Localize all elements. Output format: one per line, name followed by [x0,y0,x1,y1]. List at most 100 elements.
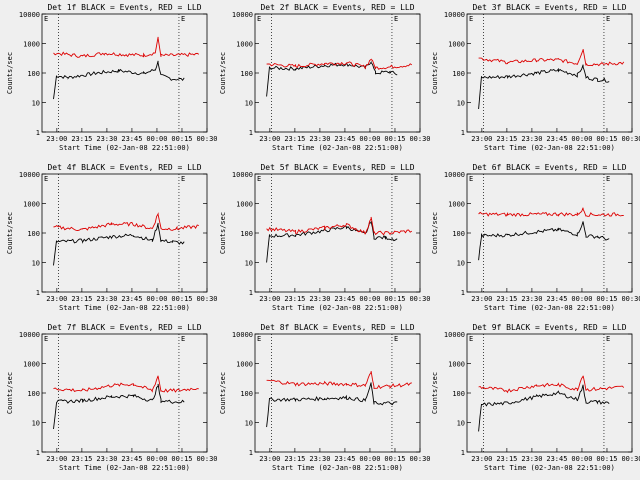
x-axis-label: Start Time (02-Jan-08 22:51:00) [272,144,403,152]
y-tick-label: 10000 [444,11,465,19]
y-tick-label: 100 [27,70,40,78]
x-tick-label: 23:45 [546,135,567,143]
x-tick-label: 00:00 [359,135,380,143]
end-marker-label: E [181,175,185,183]
y-tick-label: 1 [461,449,465,457]
y-tick-label: 10 [245,260,253,268]
y-tick-label: 1 [36,289,40,297]
events-series-line [478,221,610,261]
y-tick-label: 100 [240,70,253,78]
y-tick-label: 1 [36,449,40,457]
lld-series-line [53,36,200,58]
y-tick-label: 1000 [236,201,253,209]
y-tick-label: 1000 [23,41,40,49]
y-tick-label: 10000 [444,331,465,339]
panel-title: Det 4f BLACK = Events, RED = LLD [47,163,201,172]
x-tick-label: 00:00 [571,135,592,143]
y-tick-label: 1 [249,289,253,297]
end-marker-label: E [181,335,185,343]
x-tick-label: 00:15 [596,455,617,463]
plot-frame [466,173,633,293]
start-marker-label: E [44,175,48,183]
x-tick-label: 00:15 [384,135,405,143]
x-tick-label: 23:00 [259,295,280,303]
panel-9: Det 9f BLACK = Events, RED = LLD E E 1 10 100… [431,323,640,472]
y-axis-label: Counts/sec [6,372,14,414]
x-tick-label: 00:00 [359,455,380,463]
x-tick-label: 00:30 [196,455,217,463]
x-tick-label: 23:15 [284,455,305,463]
x-axis-label: Start Time (02-Jan-08 22:51:00) [59,304,190,312]
events-series-line [53,60,185,100]
y-tick-label: 1 [461,129,465,137]
x-tick-label: 23:45 [334,455,355,463]
y-tick-label: 10 [457,420,465,428]
x-tick-label: 23:30 [309,135,330,143]
end-marker-label: E [394,15,398,23]
x-tick-label: 00:00 [146,455,167,463]
start-marker-label: E [469,335,473,343]
x-tick-label: 00:15 [171,295,192,303]
y-tick-label: 1 [36,129,40,137]
y-tick-label: 1000 [236,41,253,49]
start-marker-label: E [469,175,473,183]
y-tick-label: 1 [249,449,253,457]
x-tick-label: 23:30 [309,295,330,303]
x-tick-label: 23:45 [121,135,142,143]
panel-5: Det 5f BLACK = Events, RED = LLD E E 1 10 100… [219,163,431,312]
panel-2: Det 2f BLACK = Events, RED = LLD E E 1 10 100… [219,3,431,152]
events-series-line [478,64,610,110]
x-tick-label: 00:30 [621,295,640,303]
x-tick-label: 23:15 [71,295,92,303]
y-axis-label: Counts/sec [431,52,439,94]
x-tick-label: 23:15 [496,295,517,303]
x-tick-label: 23:30 [521,455,542,463]
y-axis-label: Counts/sec [6,52,14,94]
lld-series-line [478,375,625,394]
x-axis-label: Start Time (02-Jan-08 22:51:00) [272,464,403,472]
x-tick-label: 00:30 [196,135,217,143]
x-tick-label: 00:30 [621,455,640,463]
x-tick-label: 00:00 [359,295,380,303]
events-series-line [266,382,398,428]
plot-frame [254,173,421,293]
x-tick-label: 00:00 [146,135,167,143]
y-tick-label: 10 [457,260,465,268]
start-marker-label: E [257,15,261,23]
lld-series-line [478,207,624,218]
events-series-line [266,221,398,263]
panel-3: Det 3f BLACK = Events, RED = LLD E E 1 10 100… [431,3,640,152]
y-axis-label: Counts/sec [6,212,14,254]
events-series-line [266,60,398,97]
x-tick-label: 23:45 [546,295,567,303]
y-tick-label: 10000 [232,171,253,179]
x-axis-label: Start Time (02-Jan-08 22:51:00) [59,144,190,152]
x-tick-label: 23:15 [71,455,92,463]
x-tick-label: 00:00 [571,295,592,303]
y-tick-label: 100 [452,390,465,398]
y-tick-label: 1000 [448,41,465,49]
x-tick-label: 23:00 [46,455,67,463]
x-tick-label: 23:45 [546,455,567,463]
x-tick-label: 23:15 [496,455,517,463]
y-tick-label: 100 [452,230,465,238]
x-axis-label: Start Time (02-Jan-08 22:51:00) [59,464,190,472]
y-axis-label: Counts/sec [219,212,227,254]
panel-title: Det 7f BLACK = Events, RED = LLD [47,323,201,332]
end-marker-label: E [606,15,610,23]
start-marker-label: E [44,335,48,343]
y-tick-label: 1000 [448,361,465,369]
x-tick-label: 23:00 [471,295,492,303]
y-tick-label: 100 [240,230,253,238]
y-tick-label: 100 [452,70,465,78]
y-tick-label: 10 [32,100,40,108]
x-tick-label: 00:00 [571,455,592,463]
x-axis-label: Start Time (02-Jan-08 22:51:00) [484,144,615,152]
panel-title: Det 3f BLACK = Events, RED = LLD [472,3,626,12]
end-marker-label: E [394,175,398,183]
x-tick-label: 23:00 [259,135,280,143]
y-tick-label: 1 [249,129,253,137]
panel-title: Det 6f BLACK = Events, RED = LLD [472,163,626,172]
x-tick-label: 23:00 [46,295,67,303]
